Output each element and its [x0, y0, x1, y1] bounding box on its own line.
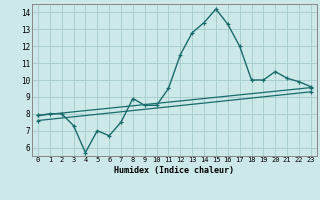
X-axis label: Humidex (Indice chaleur): Humidex (Indice chaleur)	[115, 166, 234, 175]
